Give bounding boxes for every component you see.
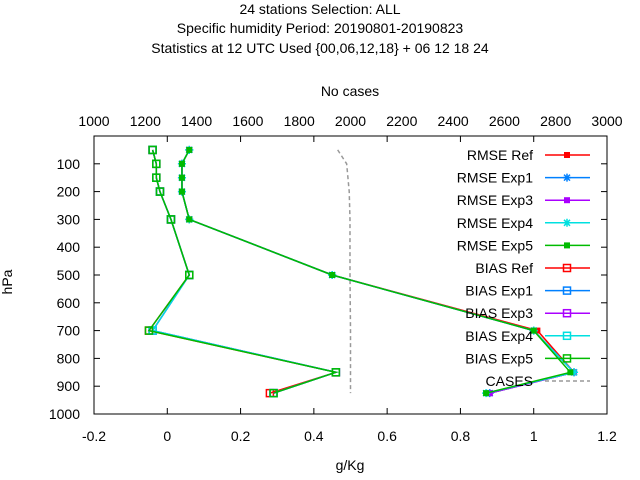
- series-bias-exp3: [148, 145, 341, 398]
- top-tick-label: 1600: [232, 113, 263, 129]
- data-point: [562, 354, 572, 363]
- top-tick-label: 1200: [130, 113, 161, 129]
- x-tick-label: 1.2: [597, 428, 617, 444]
- legend-label: BIAS Ref: [475, 260, 533, 276]
- y-tick-label: 200: [57, 184, 81, 200]
- y-tick-label: 500: [57, 267, 81, 283]
- data-point: [155, 187, 165, 196]
- top-tick-label: 2000: [335, 113, 366, 129]
- top-tick-label: 2200: [386, 113, 417, 129]
- data-point: [570, 368, 579, 377]
- data-point: [564, 152, 570, 158]
- top-tick-label: 1400: [181, 113, 212, 129]
- data-point: [166, 215, 176, 224]
- data-point: [329, 272, 336, 278]
- x-tick-label: 0.6: [377, 428, 397, 444]
- y-tick-label: 400: [57, 239, 81, 255]
- x-axis-label: g/Kg: [336, 457, 365, 473]
- x-tick-label: 1: [530, 428, 538, 444]
- legend-label: RMSE Ref: [467, 147, 533, 163]
- y-tick-label: 800: [57, 350, 81, 366]
- y-tick-label: 900: [57, 378, 81, 394]
- data-point: [564, 197, 570, 204]
- data-series: [144, 145, 579, 398]
- data-point: [178, 174, 185, 181]
- y-tick-label: 100: [57, 156, 81, 172]
- series-line: [151, 149, 339, 394]
- series-line: [147, 149, 339, 394]
- data-point: [564, 242, 570, 249]
- top-tick-label: 1800: [284, 113, 315, 129]
- data-point: [185, 270, 194, 280]
- data-point: [152, 159, 161, 169]
- top-tick-label: 2800: [540, 113, 571, 129]
- legend-label: RMSE Exp4: [457, 215, 533, 231]
- data-point: [562, 286, 572, 295]
- x-tick-label: -0.2: [82, 428, 106, 444]
- data-point: [562, 331, 572, 341]
- data-point: [148, 145, 157, 155]
- top-axis-ticks: 1000 1200 1400 1600 1800 2000 2200 2400 2600 2800…: [78, 113, 622, 129]
- cases-line: [337, 149, 352, 394]
- legend-label: BIAS Exp4: [465, 328, 533, 344]
- data-point: [269, 388, 278, 398]
- series-line: [151, 149, 339, 394]
- chart-title-line-3: Statistics at 12 UTC Used {00,06,12,18} …: [151, 40, 489, 56]
- y-axis-ticks: 100 200 300 400 500 600 700 800 900 1000: [49, 156, 607, 422]
- legend-label: CASES: [486, 373, 533, 389]
- data-point: [186, 146, 193, 153]
- data-point: [563, 218, 571, 227]
- data-point: [483, 390, 490, 397]
- x-tick-label: 0.2: [231, 428, 251, 444]
- series-bias-ref: [144, 145, 341, 398]
- top-tick-label: 2400: [438, 113, 469, 129]
- series-bias-exp4: [148, 145, 341, 398]
- top-tick-label: 2600: [489, 113, 520, 129]
- data-point: [178, 160, 185, 167]
- legend-label: RMSE Exp5: [457, 237, 533, 253]
- series-bias-exp5: [144, 145, 341, 398]
- x-axis-ticks: -0.2 0 0.2 0.4 0.6 0.8 1 1.2: [82, 136, 617, 444]
- series-bias-exp1: [148, 145, 341, 398]
- legend-label: BIAS Exp5: [465, 350, 533, 366]
- legend-label: RMSE Exp3: [457, 192, 533, 208]
- x-tick-label: 0: [163, 428, 171, 444]
- cases-series: [337, 149, 352, 394]
- data-point: [562, 263, 572, 273]
- data-point: [563, 173, 571, 182]
- x-tick-label: 0.4: [304, 428, 324, 444]
- top-tick-label: 1000: [78, 113, 109, 129]
- data-point: [152, 173, 161, 182]
- y-tick-label: 600: [57, 295, 81, 311]
- top-axis-label: No cases: [321, 83, 379, 99]
- data-point: [186, 216, 193, 223]
- legend-label: BIAS Exp3: [465, 305, 533, 321]
- chart-title-line-1: 24 stations Selection: ALL: [239, 1, 400, 17]
- data-point: [567, 369, 574, 376]
- y-axis-label: hPa: [0, 269, 15, 294]
- series-line: [151, 149, 339, 394]
- series-line: [147, 149, 339, 394]
- top-tick-label: 3000: [591, 113, 622, 129]
- chart-title-line-2: Specific humidity Period: 20190801-20190…: [177, 20, 464, 36]
- legend-label: RMSE Exp1: [457, 170, 533, 186]
- x-tick-label: 0.8: [451, 428, 471, 444]
- legend: RMSE Ref RMSE Exp1 RMSE Exp3 RMSE Exp4 RMSE …: [457, 147, 590, 389]
- data-point: [530, 327, 537, 334]
- data-point: [562, 308, 572, 318]
- y-tick-label: 300: [57, 211, 81, 227]
- legend-label: BIAS Exp1: [465, 283, 533, 299]
- data-point: [144, 326, 154, 335]
- data-point: [178, 188, 185, 195]
- y-tick-label: 1000: [49, 406, 80, 422]
- y-tick-label: 700: [57, 323, 81, 339]
- data-point: [331, 368, 341, 377]
